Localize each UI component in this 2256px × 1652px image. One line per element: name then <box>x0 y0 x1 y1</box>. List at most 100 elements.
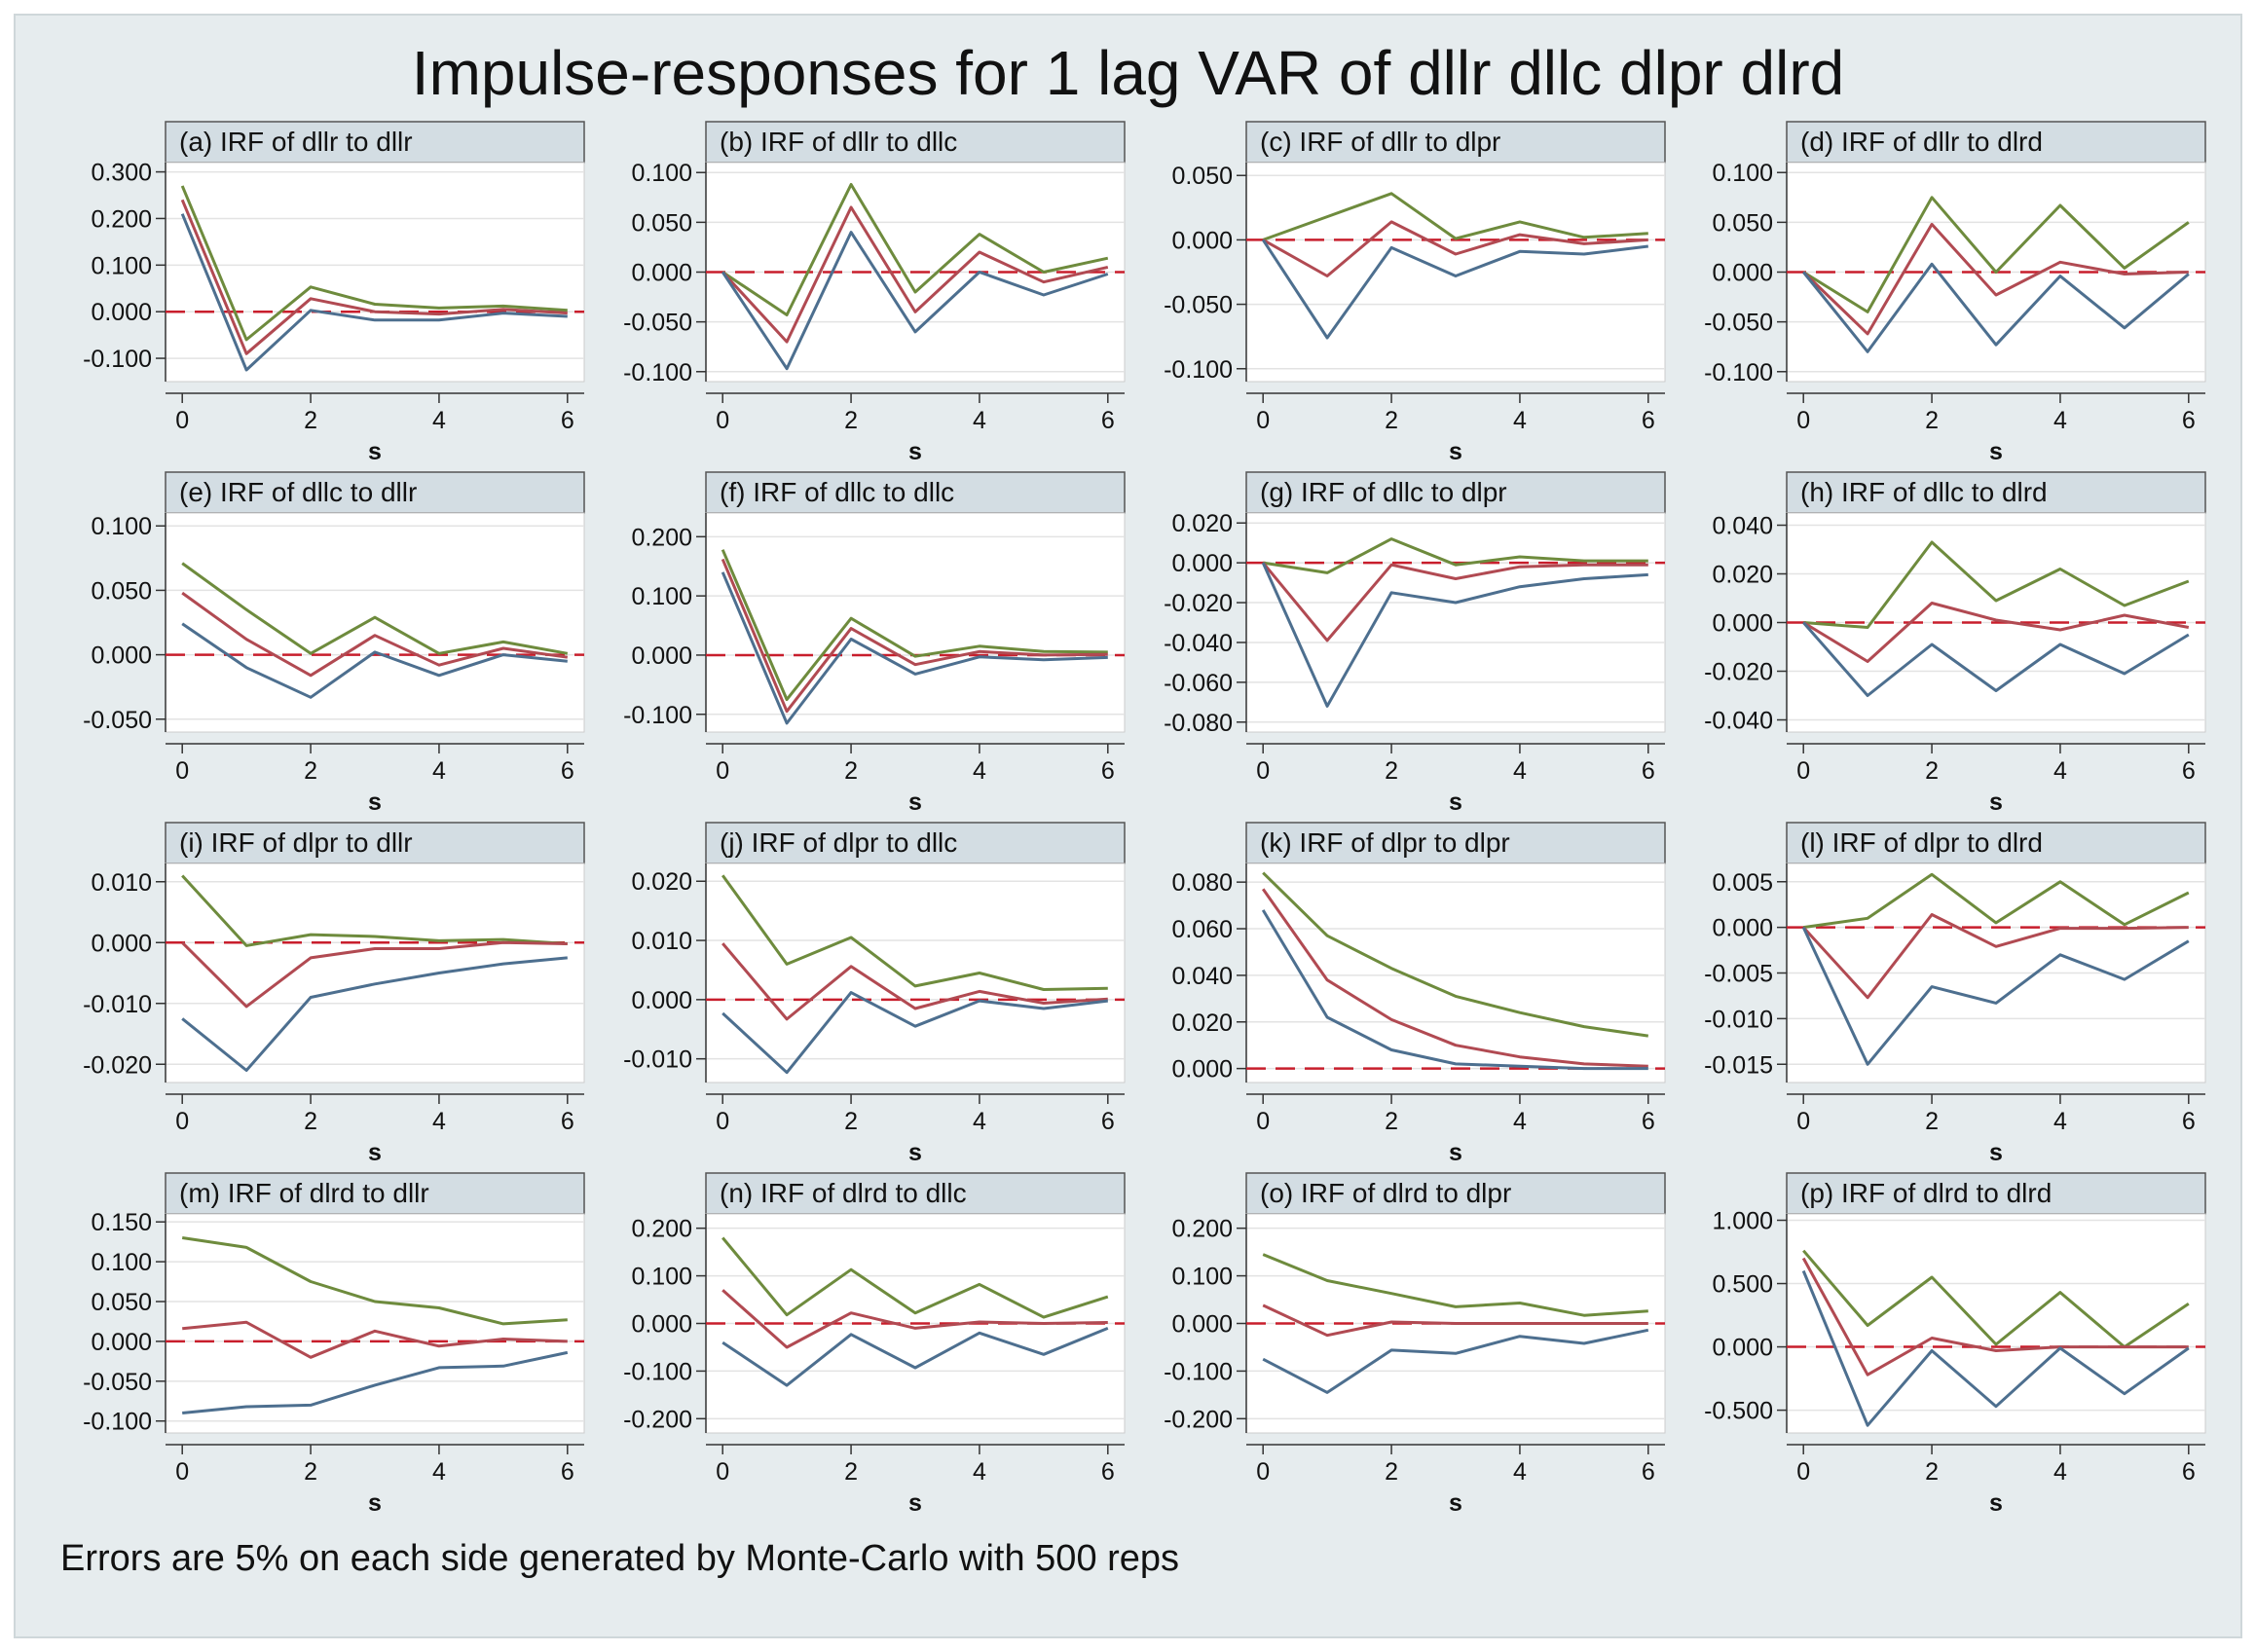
y-tick-label: -0.010 <box>623 1046 692 1074</box>
plot-area <box>165 863 585 1083</box>
x-tick-label: 0 <box>716 1458 729 1486</box>
y-tick-label: 0.200 <box>91 205 152 233</box>
y-tick-label: 0.050 <box>91 577 152 605</box>
y-tick-label: 0.200 <box>631 524 692 551</box>
series-line-irf <box>1262 220 1648 277</box>
x-tick-label: 0 <box>175 1458 189 1486</box>
x-tick-label: 4 <box>1513 1458 1527 1486</box>
panel-n: (n) IRF of dlrd to dllc -0.200 -0.100 0.000… <box>623 1172 1126 1517</box>
y-tick-label: -0.010 <box>83 991 152 1018</box>
panel-title: (n) IRF of dlrd to dllc <box>720 1178 967 1208</box>
x-tick-label: 6 <box>1101 757 1115 785</box>
y-tick-label: 0.000 <box>631 1311 692 1339</box>
series-line-irf <box>180 199 568 355</box>
y-tick-label: 0.010 <box>91 869 152 897</box>
x-axis-label: s <box>908 1489 922 1517</box>
y-tick-label: -0.100 <box>623 359 692 386</box>
panel-h: (h) IRF of dllc to dlrd -0.040 -0.020 0.000… <box>1704 471 2206 816</box>
panel-header <box>165 822 585 864</box>
series-line-lower <box>181 622 568 699</box>
y-tick-label: -0.010 <box>1704 1006 1773 1033</box>
panel-title: (e) IRF of dllc to dllr <box>179 477 417 507</box>
y-tick-label: -0.080 <box>1164 710 1233 737</box>
x-tick-label: 6 <box>1642 1458 1655 1486</box>
y-tick-label: 0.000 <box>631 987 692 1014</box>
series-line-upper <box>721 1236 1109 1319</box>
series-line-irf <box>1801 1257 2189 1377</box>
plot-area <box>1245 162 1666 383</box>
x-axis-label: s <box>908 789 922 816</box>
y-tick-label: -0.100 <box>83 1409 152 1436</box>
plot-area <box>165 512 585 733</box>
y-tick-label: 0.100 <box>91 513 152 540</box>
x-tick-label: 4 <box>2053 757 2067 785</box>
x-tick-label: 6 <box>1101 1108 1115 1135</box>
y-tick-label: 0.050 <box>91 1289 152 1316</box>
series-line-upper <box>721 183 1109 316</box>
panel-header <box>165 121 585 164</box>
panel-l: (l) IRF of dlpr to dlrd -0.015 -0.010 -0.00… <box>1704 822 2206 1166</box>
panel-header <box>1245 1172 1666 1215</box>
series-line-irf <box>1802 913 2189 1000</box>
x-tick-label: 6 <box>1101 1458 1115 1486</box>
y-tick-label: -0.020 <box>1164 590 1233 617</box>
x-axis-label: s <box>1449 789 1462 816</box>
x-tick-label: 6 <box>1642 1108 1655 1135</box>
series-line-upper <box>180 185 568 342</box>
x-tick-label: 0 <box>1256 407 1270 434</box>
series-line-lower <box>721 991 1108 1075</box>
series-line-irf <box>1261 888 1648 1068</box>
plot-area <box>165 162 585 383</box>
x-tick-label: 2 <box>304 407 317 434</box>
y-tick-label: 0.020 <box>1712 562 1773 589</box>
series-line-irf <box>1802 602 2190 663</box>
x-tick-label: 6 <box>2182 1108 2196 1135</box>
y-tick-label: -0.100 <box>623 1358 692 1385</box>
y-tick-label: 0.100 <box>1171 1264 1233 1291</box>
panel-title: (d) IRF of dllr to dlrd <box>1800 127 2043 157</box>
x-tick-label: 2 <box>1925 757 1939 785</box>
figure-title: Impulse-responses for 1 lag VAR of dllr … <box>411 38 1845 108</box>
panel-header <box>165 471 585 514</box>
series-line-irf <box>721 1289 1108 1349</box>
panel-header <box>705 822 1126 864</box>
x-tick-label: 2 <box>1925 1108 1939 1135</box>
series-line-irf <box>721 942 1108 1021</box>
y-tick-label: -0.100 <box>1164 356 1233 384</box>
panel-header <box>705 121 1126 164</box>
y-tick-label: -0.100 <box>83 346 152 373</box>
x-axis-label: s <box>368 1489 382 1517</box>
x-tick-label: 0 <box>175 1108 189 1135</box>
x-tick-label: 4 <box>973 757 986 785</box>
y-tick-label: 0.010 <box>631 928 692 955</box>
y-tick-label: -0.060 <box>1164 670 1233 697</box>
x-tick-label: 2 <box>1385 757 1398 785</box>
y-tick-label: 0.100 <box>91 252 152 279</box>
y-tick-label: -0.005 <box>1704 961 1773 988</box>
series-line-upper <box>1262 537 1648 574</box>
y-tick-label: -0.020 <box>83 1051 152 1079</box>
series-line-lower <box>721 1327 1109 1387</box>
x-tick-label: 0 <box>716 1108 729 1135</box>
x-axis-label: s <box>1449 1489 1462 1517</box>
series-line-irf <box>1802 222 2189 336</box>
x-tick-label: 6 <box>2182 757 2196 785</box>
series-line-lower <box>180 213 568 372</box>
x-tick-label: 0 <box>716 407 729 434</box>
x-tick-label: 2 <box>844 757 858 785</box>
x-tick-label: 6 <box>561 1458 574 1486</box>
x-axis-label: s <box>1989 1139 2003 1166</box>
x-tick-label: 2 <box>1385 1458 1398 1486</box>
panel-title: (p) IRF of dlrd to dlrd <box>1800 1178 2052 1208</box>
series-line-irf <box>181 591 569 678</box>
panel-title: (b) IRF of dllr to dllc <box>720 127 957 157</box>
x-tick-label: 0 <box>1796 407 1810 434</box>
series-line-upper <box>1262 192 1648 241</box>
x-tick-label: 2 <box>1925 407 1939 434</box>
footnote: Errors are 5% on each side generated by … <box>60 1538 1180 1579</box>
x-tick-label: 4 <box>432 407 446 434</box>
y-tick-label: 0.000 <box>1171 550 1233 577</box>
y-tick-label: 0.000 <box>91 930 152 957</box>
y-tick-label: 0.200 <box>1171 1216 1233 1243</box>
